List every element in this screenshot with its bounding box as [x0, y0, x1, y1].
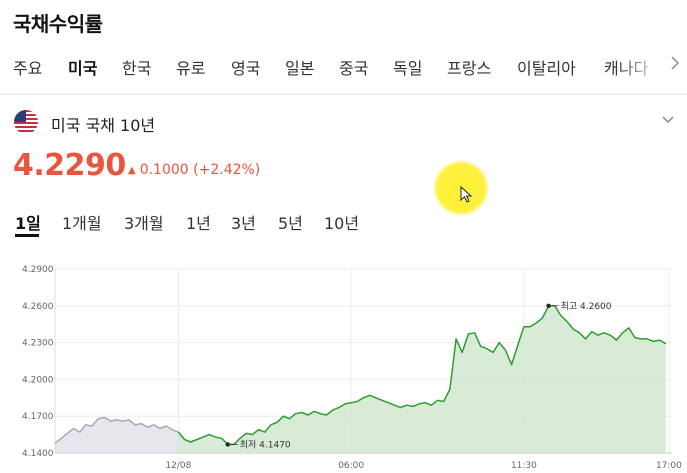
- range-active-underline: [15, 234, 39, 237]
- y-tick-label: 4.2900: [22, 265, 54, 275]
- tab-korea[interactable]: 한국: [122, 59, 152, 78]
- tab-usa[interactable]: 미국: [68, 59, 98, 78]
- price-change: ▲ 0.1000 (+2.42%): [128, 162, 260, 178]
- x-tick-label: 06:00: [338, 461, 364, 471]
- y-tick-label: 4.2600: [22, 302, 54, 312]
- tab-uk[interactable]: 영국: [231, 59, 261, 78]
- range-3m[interactable]: 3개월: [124, 214, 164, 233]
- range-5y[interactable]: 5년: [278, 214, 303, 233]
- chevron-down-icon[interactable]: [660, 112, 676, 128]
- range-10y[interactable]: 10년: [324, 214, 360, 233]
- tabs-fade: [615, 55, 665, 83]
- low-label: 최저 4.1470: [240, 439, 291, 450]
- tab-japan[interactable]: 일본: [285, 59, 315, 78]
- range-tabs: 1일 1개월 3개월 1년 3년 5년 10년: [0, 210, 687, 237]
- divider: [0, 94, 687, 95]
- current-price: 4.2290: [13, 148, 126, 183]
- tab-italy[interactable]: 이탈리아: [517, 59, 576, 78]
- instrument-name: 미국 국채 10년: [51, 116, 156, 135]
- series-area-previous: [55, 417, 179, 453]
- x-tick-label: 12/08: [165, 461, 191, 471]
- series-line-previous: [54, 416, 179, 444]
- series-area-current: [178, 305, 666, 453]
- range-3y[interactable]: 3년: [231, 214, 256, 233]
- tab-euro[interactable]: 유로: [176, 59, 206, 78]
- range-1m[interactable]: 1개월: [62, 214, 102, 233]
- tab-major[interactable]: 주요: [13, 59, 43, 78]
- y-tick-label: 4.2300: [22, 339, 54, 349]
- x-tick-label: 11:30: [511, 461, 537, 471]
- up-triangle-icon: ▲: [128, 165, 136, 176]
- tab-china[interactable]: 중국: [339, 59, 369, 78]
- y-tick-label: 4.1400: [22, 449, 54, 459]
- us-flag-icon: [14, 110, 38, 134]
- series-line-current: [177, 305, 667, 446]
- yield-chart[interactable]: 4.2900 4.2600 4.2300 4.2000 4.1700 4.1400 12/0…: [0, 255, 687, 473]
- high-label: 최고 4.2600: [561, 301, 612, 312]
- price-change-value: 0.1000 (+2.42%): [139, 162, 261, 178]
- mouse-pointer-icon: [460, 186, 473, 203]
- range-1y[interactable]: 1년: [186, 214, 211, 233]
- chevron-right-icon[interactable]: [667, 55, 683, 75]
- y-tick-label: 4.1700: [22, 412, 54, 422]
- x-tick-label: 17:00: [656, 461, 682, 471]
- page-title: 국채수익률: [13, 12, 103, 36]
- country-tabs: 주요 미국 한국 유로 영국 일본 중국 독일 프랑스 이탈리아 캐나다: [0, 55, 687, 83]
- tab-germany[interactable]: 독일: [393, 59, 423, 78]
- tab-france[interactable]: 프랑스: [447, 59, 492, 78]
- range-1d[interactable]: 1일: [15, 214, 41, 233]
- y-tick-label: 4.2000: [22, 375, 54, 385]
